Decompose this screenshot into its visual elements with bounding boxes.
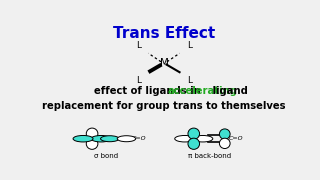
Ellipse shape xyxy=(86,128,98,139)
Text: L: L xyxy=(136,41,141,50)
Text: C=O: C=O xyxy=(132,136,146,141)
Text: M: M xyxy=(160,58,168,68)
Ellipse shape xyxy=(188,138,200,149)
Text: replacement for group trans to themselves: replacement for group trans to themselve… xyxy=(42,101,286,111)
Text: effect of ligands in: effect of ligands in xyxy=(94,86,204,96)
Ellipse shape xyxy=(73,136,93,142)
Text: σ bond: σ bond xyxy=(94,153,118,159)
Ellipse shape xyxy=(86,138,98,149)
Text: L: L xyxy=(187,41,192,50)
Text: L: L xyxy=(136,76,141,85)
Text: C=O: C=O xyxy=(228,136,243,141)
Ellipse shape xyxy=(188,128,200,139)
Ellipse shape xyxy=(175,136,195,142)
Text: accelerating: accelerating xyxy=(167,86,237,96)
Ellipse shape xyxy=(220,129,230,139)
Ellipse shape xyxy=(193,136,213,142)
Text: ligand: ligand xyxy=(209,86,248,96)
Text: L: L xyxy=(187,76,192,85)
Text: Trans Effect: Trans Effect xyxy=(113,26,215,41)
Ellipse shape xyxy=(100,136,119,142)
Text: π back-bond: π back-bond xyxy=(188,153,231,159)
Ellipse shape xyxy=(117,136,136,142)
Ellipse shape xyxy=(220,138,230,148)
Ellipse shape xyxy=(91,136,111,142)
